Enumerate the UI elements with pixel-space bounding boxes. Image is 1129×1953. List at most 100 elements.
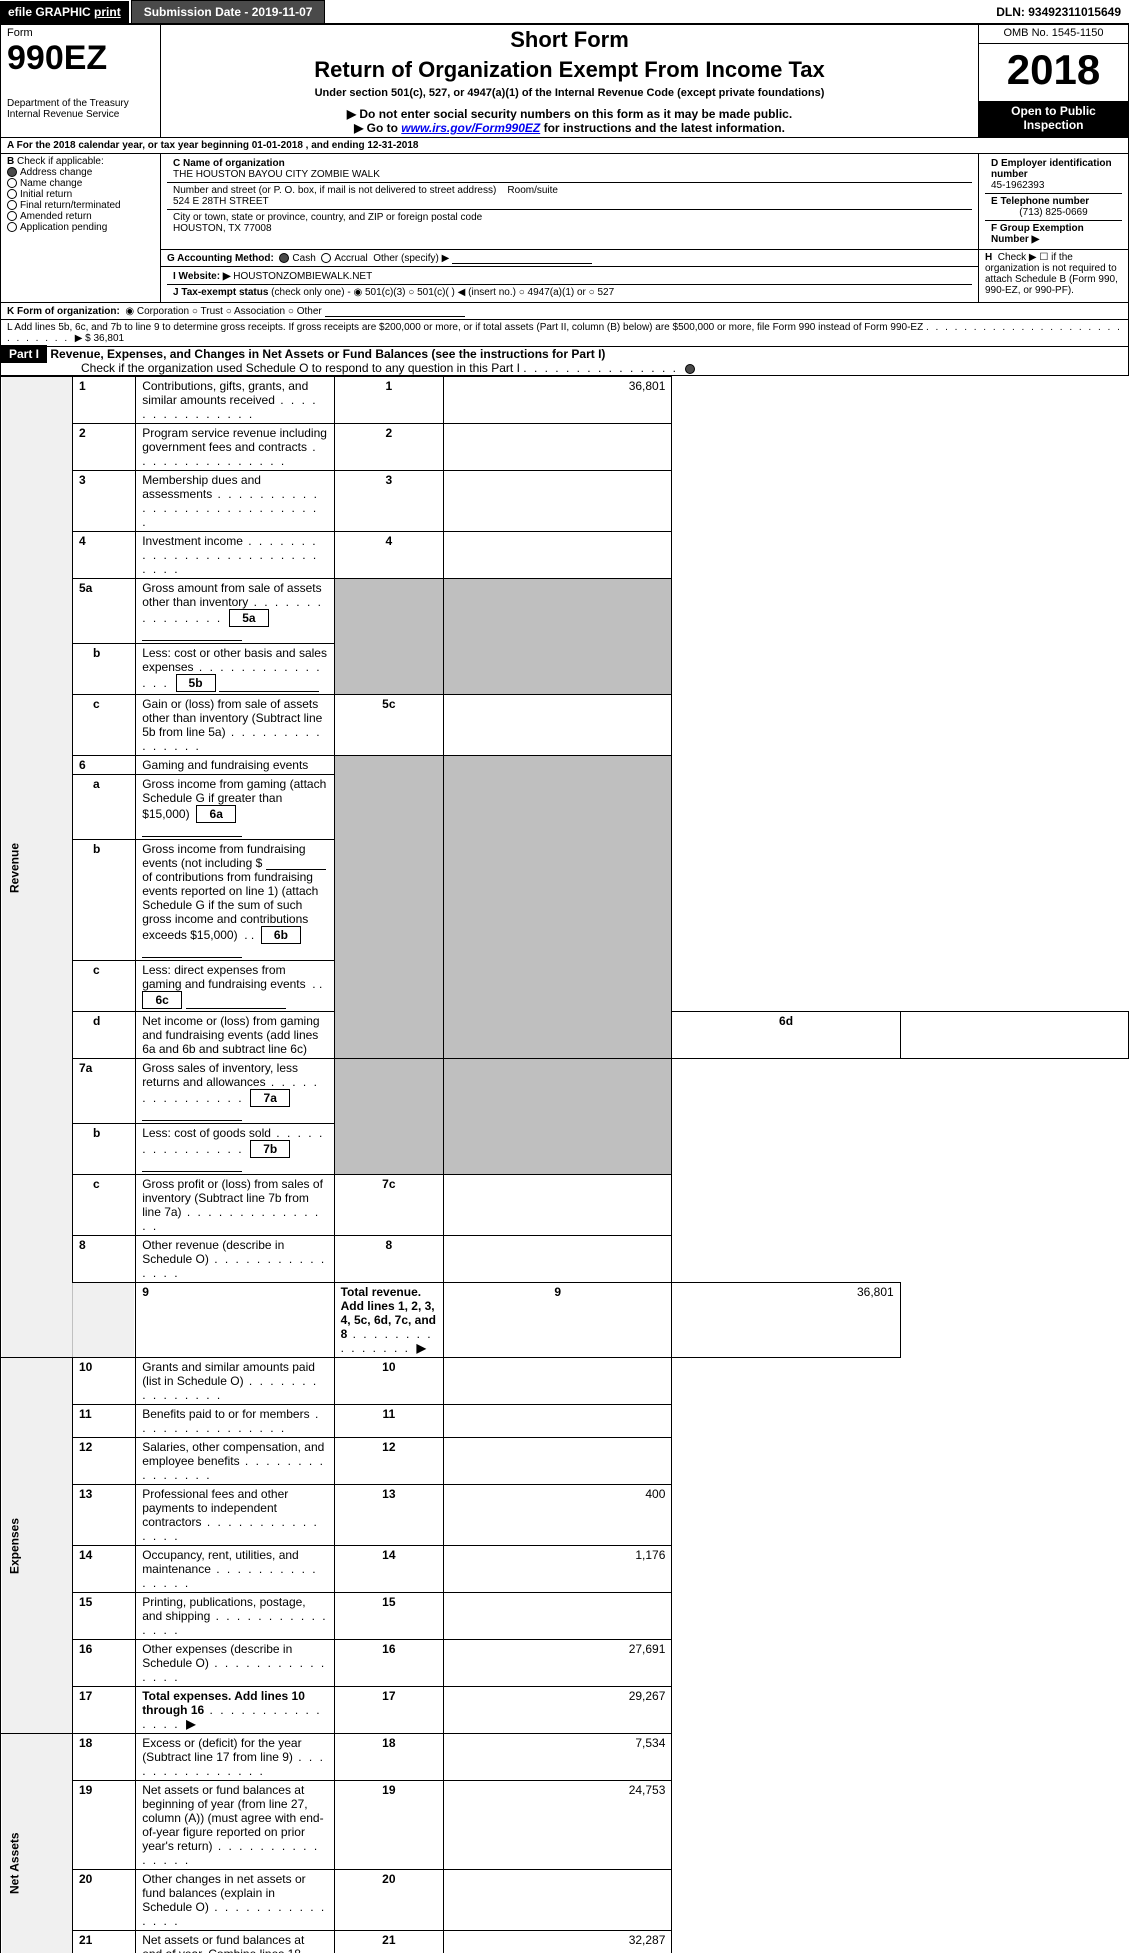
sub-box: 6c — [142, 991, 182, 1009]
desc-text: Program service revenue including govern… — [142, 426, 327, 454]
line-num: 16 — [72, 1640, 135, 1687]
h-label: H — [985, 252, 992, 263]
grey-cell — [444, 756, 672, 1059]
i-label: I Website: ▶ — [173, 271, 231, 282]
line-desc: Net assets or fund balances at end of ye… — [136, 1931, 334, 1953]
line-desc: Less: cost of goods sold 7b — [136, 1124, 334, 1175]
section-k: K Form of organization: ◉ Corporation ○ … — [1, 303, 1129, 320]
line-num: 13 — [72, 1485, 135, 1546]
line-desc: Membership dues and assessments — [136, 471, 334, 532]
irs-link[interactable]: www.irs.gov/Form990EZ — [401, 121, 540, 135]
line-value — [444, 424, 672, 471]
line-desc: Other revenue (describe in Schedule O) — [136, 1236, 334, 1283]
line-desc: Contributions, gifts, grants, and simila… — [136, 377, 334, 424]
k-label: K Form of organization: — [7, 306, 120, 317]
period-row: A For the 2018 calendar year, or tax yea… — [1, 138, 1129, 154]
website: HOUSTONZOMBIEWALK.NET — [233, 271, 372, 282]
arrow-icon: ▶ — [1032, 234, 1040, 245]
line-num: 21 — [72, 1931, 135, 1953]
line-num: 14 — [72, 1546, 135, 1593]
room-label: Room/suite — [507, 185, 558, 196]
line-ref: 17 — [334, 1687, 444, 1734]
line-value — [444, 1438, 672, 1485]
section-g: G Accounting Method: Cash Accrual Other … — [161, 250, 979, 267]
k-blank[interactable] — [325, 305, 465, 317]
line-ref: 2 — [334, 424, 444, 471]
line-value: 36,801 — [672, 1283, 900, 1358]
k-text: ◉ Corporation ○ Trust ○ Association ○ Ot… — [125, 306, 321, 317]
e-label: E Telephone number — [991, 196, 1089, 207]
short-form: Short Form — [167, 27, 972, 53]
net-assets-sidebar: Net Assets — [1, 1734, 73, 1953]
desc-text: Net assets or fund balances at end of ye… — [142, 1933, 304, 1953]
line-num: c — [72, 1175, 135, 1236]
checkbox-icon[interactable] — [7, 200, 17, 210]
line-value: 7,534 — [444, 1734, 672, 1781]
line-desc: Total revenue. Add lines 1, 2, 3, 4, 5c,… — [334, 1283, 444, 1358]
grey-cell — [334, 756, 444, 1059]
checkbox-icon[interactable] — [7, 167, 17, 177]
efile-badge: efile GRAPHIC print — [0, 1, 129, 23]
line-value — [900, 1012, 1128, 1059]
line-ref: 15 — [334, 1593, 444, 1640]
line-ref: 10 — [334, 1358, 444, 1405]
street: 524 E 28TH STREET — [173, 196, 269, 207]
submission-date: Submission Date - 2019-11-07 — [131, 0, 326, 24]
checkbox-icon[interactable] — [7, 211, 17, 221]
checkbox-icon[interactable] — [321, 253, 331, 263]
arrow-icon: ▶ — [186, 1717, 195, 1731]
sub-box: 6a — [196, 805, 236, 823]
dots — [523, 361, 678, 375]
note2-post: for instructions and the latest informat… — [540, 121, 785, 135]
line-desc: Program service revenue including govern… — [136, 424, 334, 471]
section-c: C Name of organization THE HOUSTON BAYOU… — [161, 154, 979, 250]
blank — [266, 858, 326, 870]
line-value — [444, 532, 672, 579]
sub-box: 5a — [229, 609, 269, 627]
line-desc: Excess or (deficit) for the year (Subtra… — [136, 1734, 334, 1781]
line-num: 12 — [72, 1438, 135, 1485]
line-desc: Gaming and fundraising events — [136, 756, 334, 775]
period-mid: , and ending — [306, 140, 368, 151]
line-ref: 16 — [334, 1640, 444, 1687]
checkbox-icon[interactable] — [7, 222, 17, 232]
line-value: 32,287 — [444, 1931, 672, 1953]
line-value — [444, 1175, 672, 1236]
checkbox-icon[interactable] — [685, 364, 695, 374]
line-value — [444, 1236, 672, 1283]
line-num: 20 — [72, 1870, 135, 1931]
ein: 45-1962393 — [991, 180, 1044, 191]
line-value: 1,176 — [444, 1546, 672, 1593]
line-value: 36,801 — [444, 377, 672, 424]
other-blank[interactable] — [452, 252, 592, 264]
b-item-4: Amended return — [20, 211, 92, 222]
b-check-label: Check if applicable: — [17, 156, 104, 167]
sub-value — [142, 946, 242, 958]
city-label: City or town, state or province, country… — [173, 212, 482, 223]
line-desc: Net income or (loss) from gaming and fun… — [136, 1012, 334, 1059]
line-desc: Total expenses. Add lines 10 through 16 … — [136, 1687, 334, 1734]
line-desc: Other expenses (describe in Schedule O) — [136, 1640, 334, 1687]
line-num: 2 — [72, 424, 135, 471]
line-ref: 6d — [672, 1012, 900, 1059]
line-num: c — [72, 695, 135, 756]
line-num: 3 — [72, 471, 135, 532]
line-ref: 18 — [334, 1734, 444, 1781]
line-value — [444, 1870, 672, 1931]
line-desc: Grants and similar amounts paid (list in… — [136, 1358, 334, 1405]
print-link[interactable]: print — [94, 5, 121, 19]
line-num: 4 — [72, 532, 135, 579]
efile-text: efile — [8, 5, 32, 19]
b-item-2: Initial return — [20, 189, 72, 200]
section-b: B Check if applicable: Address change Na… — [1, 154, 161, 303]
tax-year: 2018 — [979, 43, 1129, 101]
checkbox-icon[interactable] — [7, 189, 17, 199]
line-ref: 12 — [334, 1438, 444, 1485]
grey-cell — [334, 1059, 444, 1175]
line-ref: 3 — [334, 471, 444, 532]
checkbox-icon[interactable] — [7, 178, 17, 188]
phone: (713) 825-0669 — [991, 207, 1116, 218]
desc-text: Excess or (deficit) for the year (Subtra… — [142, 1736, 301, 1764]
line-ref: 1 — [334, 377, 444, 424]
checkbox-icon[interactable] — [279, 253, 289, 263]
